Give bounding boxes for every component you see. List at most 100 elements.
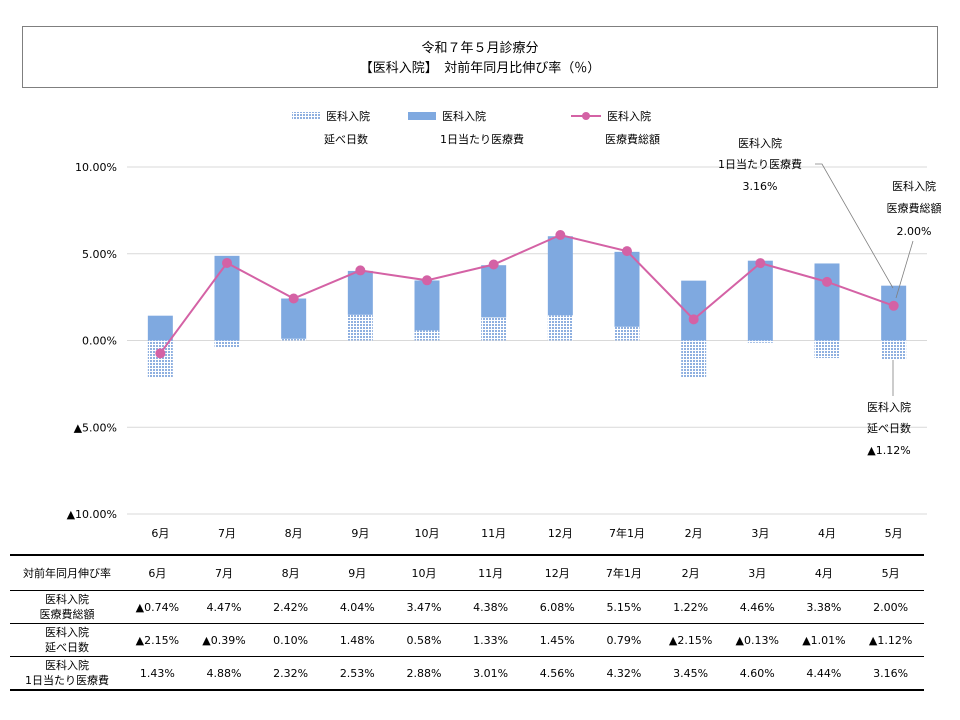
chart-area: 10.00% 5.00% 0.00% ▲5.00% ▲10.00% 6月 7月 8月 9月 10… <box>67 109 942 540</box>
bar-days <box>214 340 240 348</box>
callout-total-leader <box>895 240 914 299</box>
y-axis: 10.00% 5.00% 0.00% ▲5.00% ▲10.00% <box>67 161 117 521</box>
table-cell: 4.38% <box>457 590 524 624</box>
x-tick-label: 12月 <box>548 527 573 540</box>
line-total-point <box>355 265 366 276</box>
table-cell: 4.47% <box>190 590 258 624</box>
line-total-point <box>888 300 899 311</box>
table-cell: 4.32% <box>590 656 658 691</box>
table-header-cell: 4月 <box>790 554 858 591</box>
line-total-point <box>222 257 232 268</box>
bar-per-day <box>481 265 507 318</box>
chart-title: 令和７年５月診療分 <box>421 41 539 56</box>
table-header-cell: 10月 <box>390 554 458 591</box>
callout-days-line2: 延べ日数 <box>867 422 911 435</box>
table-cell: 4.60% <box>723 656 791 691</box>
legend-label-per-day-1: 医科入院 <box>442 109 486 123</box>
table-row-label: 医科入院 延べ日数 <box>10 623 124 657</box>
bar-days <box>347 314 373 341</box>
series-days-bars <box>147 314 907 378</box>
bar-per-day <box>214 255 240 341</box>
callout-days: 医科入院 延べ日数 ▲1.12% <box>867 360 911 457</box>
line-total-point <box>822 276 832 287</box>
bar-days <box>881 340 907 360</box>
bar-per-day <box>281 298 307 339</box>
table-cell: 0.58% <box>390 623 458 657</box>
table-header-cell: 3月 <box>723 554 791 591</box>
table-cell: ▲1.01% <box>790 623 858 657</box>
x-tick-label: 8月 <box>285 527 303 540</box>
y-tick-label: 0.00% <box>82 335 117 348</box>
table-cell: 2.88% <box>390 656 458 691</box>
line-total-point <box>155 348 166 359</box>
table-header-cell: 7月 <box>190 554 258 591</box>
callout-days-value: ▲1.12% <box>867 444 910 457</box>
line-total-point <box>422 275 432 286</box>
table-header-cell: 7年1月 <box>590 554 658 591</box>
line-total-point <box>288 293 299 304</box>
bar-days <box>481 317 507 341</box>
table-row-label: 医科入院 医療費総額 <box>10 590 124 624</box>
table-cell: 3.16% <box>857 656 924 691</box>
table-header-cell: 12月 <box>523 554 591 591</box>
bar-days <box>814 340 840 359</box>
bar-days <box>414 330 440 341</box>
table-row-days: 医科入院 延べ日数 ▲2.15% ▲0.39% 0.10% 1.48% 0.58%… <box>10 623 924 657</box>
legend: 医科入院 延べ日数 医科入院 1日当たり医療費 医科入院 医療費総額 <box>292 109 660 146</box>
bar-days <box>681 340 707 378</box>
table-cell: 1.45% <box>523 623 591 657</box>
callout-total-line1: 医科入院 <box>892 179 936 193</box>
x-tick-label: 11月 <box>481 527 506 540</box>
line-total-point <box>755 258 766 269</box>
table-row-per-day: 医科入院 1日当たり医療費 1.43% 4.88% 2.32% 2.53% 2.8… <box>10 656 924 691</box>
bar-days <box>747 340 773 343</box>
table-cell: 3.01% <box>457 656 524 691</box>
bar-days <box>614 326 640 341</box>
table-cell: ▲1.12% <box>857 623 924 657</box>
bar-per-day <box>547 236 573 316</box>
bar-per-day <box>147 315 173 341</box>
bar-per-day <box>347 270 373 315</box>
chart-title-box: 令和７年５月診療分 【医科入院】 対前年同月比伸び率（％） <box>22 26 938 88</box>
table-cell: 2.32% <box>257 656 324 691</box>
table-cell: 3.38% <box>790 590 858 624</box>
table-cell: 3.47% <box>390 590 458 624</box>
table-row-total: 医科入院 医療費総額 ▲0.74% 4.47% 2.42% 4.04% 3.47%… <box>10 590 924 624</box>
chart-subtitle: 【医科入院】 対前年同月比伸び率（％） <box>359 61 601 76</box>
bar-days <box>547 315 573 341</box>
table-cell: 1.33% <box>457 623 524 657</box>
table-cell: ▲0.39% <box>190 623 258 657</box>
legend-swatch-total-marker <box>582 112 590 120</box>
table-cell: 1.48% <box>323 623 391 657</box>
legend-label-per-day-2: 1日当たり医療費 <box>440 132 524 146</box>
table-header-cell: 2月 <box>657 554 724 591</box>
series-total-line <box>155 230 899 359</box>
callout-per-day: 医科入院 1日当たり医療費 3.16% <box>718 136 894 289</box>
callout-per-day-leader <box>815 163 894 289</box>
row-label-line2: 医療費総額 <box>39 608 95 621</box>
table-cell: 0.10% <box>257 623 324 657</box>
row-label-line2: 延べ日数 <box>45 641 89 654</box>
bar-days <box>147 340 173 378</box>
row-label-line1: 医科入院 <box>45 593 89 606</box>
row-label-line1: 医科入院 <box>45 659 89 672</box>
table-header-cell: 6月 <box>124 554 191 591</box>
table-cell: 2.42% <box>257 590 324 624</box>
callout-total: 医科入院 医療費総額 2.00% <box>887 179 942 299</box>
table-cell: ▲0.13% <box>723 623 791 657</box>
legend-label-days-2: 延べ日数 <box>324 133 368 146</box>
line-total-point <box>555 230 566 241</box>
legend-label-total-2: 医療費総額 <box>605 132 660 146</box>
table-header-cell: 9月 <box>323 554 391 591</box>
table-cell: 2.00% <box>857 590 924 624</box>
legend-label-total-1: 医科入院 <box>607 109 651 123</box>
table-cell: ▲2.15% <box>657 623 724 657</box>
table-cell: 4.04% <box>323 590 391 624</box>
y-tick-label: ▲5.00% <box>74 421 117 434</box>
series-per-day-bars <box>147 236 907 341</box>
line-total-point <box>622 246 632 257</box>
line-total-path <box>159 233 895 354</box>
x-tick-label: 9月 <box>351 527 369 540</box>
table-cell: ▲2.15% <box>124 623 191 657</box>
y-tick-label: ▲10.00% <box>67 508 117 521</box>
